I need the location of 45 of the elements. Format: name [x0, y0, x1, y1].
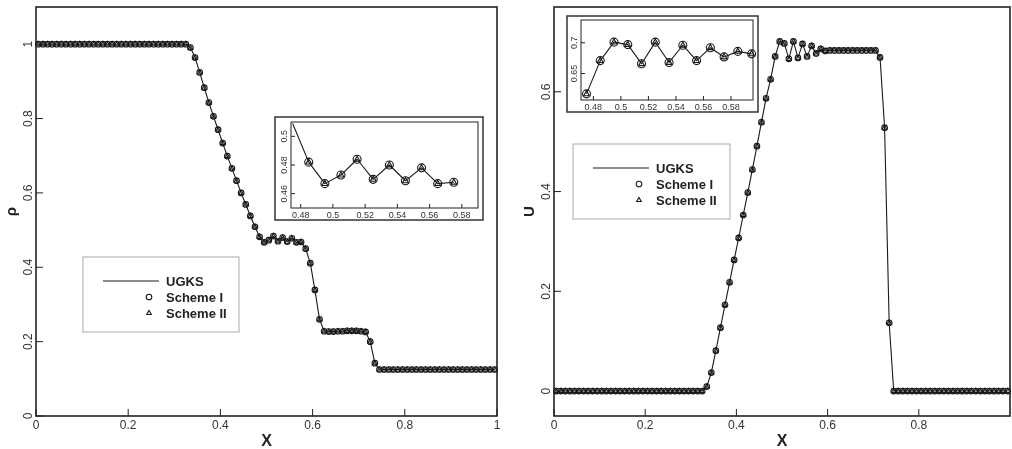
x-tick-label: 1 [493, 418, 501, 432]
y-tick-label: 0.4 [539, 182, 553, 200]
x-tick-label: 0.54 [667, 102, 685, 112]
x-tick-label: 0.4 [212, 418, 230, 432]
y-tick-label: 0.65 [569, 64, 579, 83]
legend-label: UGKS [656, 161, 694, 176]
y-tick-label: 0.6 [21, 184, 35, 202]
x-tick-label: 0.58 [453, 210, 471, 220]
x-tick-label: 0.4 [728, 418, 746, 432]
legend-label: UGKS [166, 274, 204, 289]
legend-label: Scheme I [166, 290, 224, 305]
x-tick-label: 0.52 [356, 210, 374, 220]
y-tick-label: 0 [539, 387, 553, 395]
legend-label: Scheme II [166, 306, 227, 321]
y-tick-label: 1 [21, 40, 35, 48]
y-tick-label: 0.6 [539, 83, 553, 101]
y-tick-label: 0.48 [279, 156, 289, 174]
y-tick-label: 0.2 [21, 332, 35, 350]
y-axis-title: U [520, 206, 537, 217]
y-tick-label: 0.4 [21, 258, 35, 276]
x-tick-label: 0.56 [694, 102, 713, 112]
x-tick-label: 0.8 [396, 418, 414, 432]
x-tick-label: 0.2 [119, 418, 137, 432]
x-tick-label: 0.56 [420, 210, 439, 220]
y-axis-title: ρ [2, 206, 19, 217]
x-tick-label: 0.52 [639, 102, 658, 112]
y-tick-label: 0 [21, 412, 35, 420]
x-tick-label: 0.2 [636, 418, 654, 432]
legend-label: Scheme I [656, 177, 714, 192]
x-tick-label: 0.5 [614, 102, 628, 112]
x-tick-label: 0.54 [388, 210, 407, 220]
x-tick-label: 0.58 [722, 102, 740, 112]
y-tick-label: 0.7 [569, 36, 579, 50]
x-tick-label: 0.48 [584, 102, 603, 112]
x-tick-label: 0.6 [304, 418, 322, 432]
x-tick-label: 0.8 [910, 418, 928, 432]
x-tick-label: 0.6 [819, 418, 837, 432]
x-tick-label: 0.5 [326, 210, 340, 220]
y-tick-label: 0.2 [539, 282, 553, 300]
y-tick-label: 0.5 [279, 130, 289, 143]
legend-label: Scheme II [656, 193, 717, 208]
x-axis-title: X [261, 432, 273, 449]
x-tick-label: 0.48 [291, 210, 310, 220]
y-tick-label: 0.46 [279, 184, 289, 203]
x-axis-title: X [776, 432, 788, 449]
